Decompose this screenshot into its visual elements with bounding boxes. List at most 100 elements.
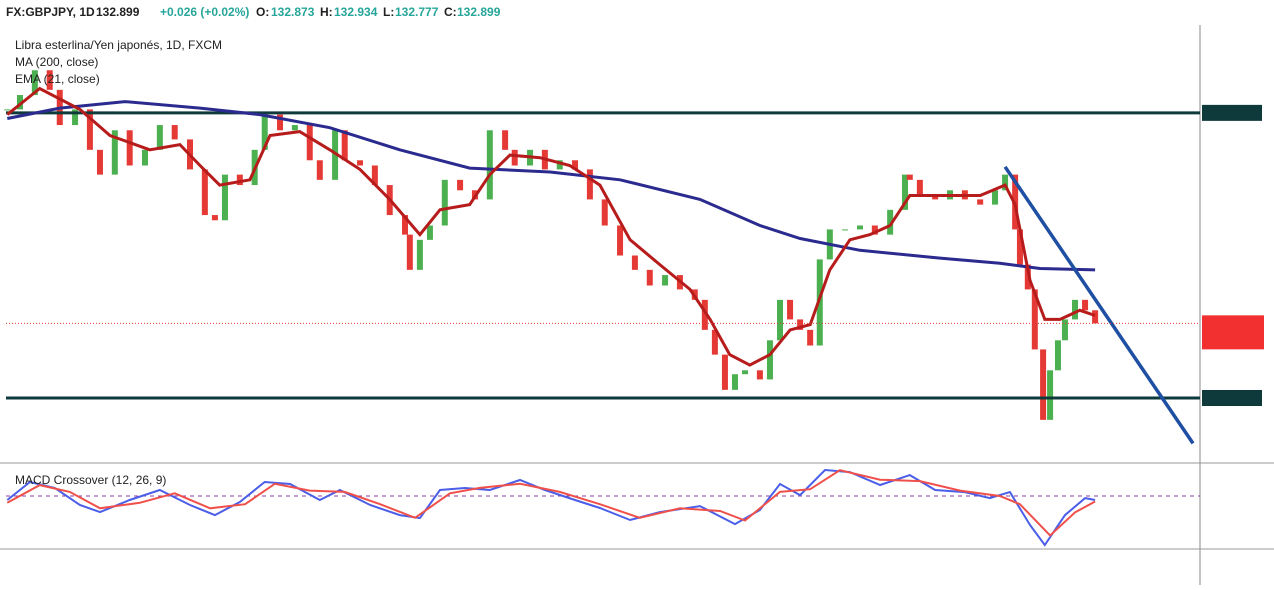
candle — [816, 259, 823, 346]
candle — [171, 125, 178, 140]
candle — [586, 169, 593, 200]
candle — [856, 225, 863, 230]
candle — [777, 299, 784, 341]
candle — [211, 215, 218, 221]
candle — [887, 209, 894, 235]
candle — [426, 225, 433, 240]
ohlc-value: 132.777 — [395, 5, 439, 19]
candle — [1040, 349, 1047, 420]
candle — [402, 215, 409, 235]
candle — [277, 114, 284, 131]
chart-title: Libra esterlina/Yen japonés, 1D, FXCM — [15, 38, 222, 52]
candle — [756, 370, 763, 380]
candle — [662, 275, 669, 286]
candle — [96, 149, 103, 175]
candle — [221, 174, 228, 221]
candle — [406, 234, 413, 270]
candle — [646, 269, 653, 286]
candle — [906, 174, 913, 180]
marks — [4, 70, 1264, 547]
candle — [842, 229, 849, 231]
candle — [371, 165, 378, 186]
candle — [457, 179, 464, 191]
candle — [721, 354, 728, 390]
ohlc-value: 132.873 — [271, 5, 315, 19]
candle — [31, 70, 38, 96]
level-tag — [1202, 390, 1262, 407]
candle — [341, 130, 348, 161]
candle — [916, 179, 923, 196]
candle — [111, 130, 118, 175]
legend-entry: EMA (21, close) — [15, 72, 100, 86]
series-line — [6, 86, 1096, 367]
candle — [316, 160, 323, 180]
candle — [16, 95, 23, 110]
ohlc-label: O: — [256, 5, 269, 19]
candle — [46, 70, 53, 90]
candle — [156, 125, 163, 150]
chart-title: MACD Crossover (12, 26, 9) — [15, 473, 166, 487]
candle — [1072, 299, 1079, 320]
candle — [502, 130, 509, 150]
candle — [731, 374, 738, 390]
candle — [631, 255, 638, 270]
candle — [201, 169, 208, 216]
candle — [711, 329, 718, 355]
price-tag — [1202, 315, 1264, 350]
ohlc-label: H: — [320, 5, 333, 19]
candle — [742, 370, 749, 375]
candle — [1002, 174, 1009, 191]
ohlc-label: C: — [444, 5, 457, 19]
candle — [871, 225, 878, 235]
legend-entry: MA (200, close) — [15, 55, 98, 69]
candle — [1031, 289, 1038, 350]
candle — [932, 195, 939, 200]
candle — [126, 130, 133, 166]
candle — [977, 199, 984, 205]
candle — [4, 109, 11, 111]
candle — [807, 329, 814, 346]
candle — [701, 299, 708, 330]
candle — [511, 149, 518, 166]
series-line — [6, 468, 1096, 547]
candle — [416, 239, 423, 270]
labels: FX:GBPJPY, 1D 132.899 +0.026 (+0.02%) O:… — [6, 5, 501, 487]
ohlc-value: 132.899 — [457, 5, 501, 19]
candle — [291, 125, 298, 131]
candle — [1061, 319, 1068, 341]
candle — [797, 319, 804, 330]
candle — [1047, 370, 1054, 420]
candle — [306, 125, 313, 161]
trend-line — [1003, 165, 1195, 445]
candle — [141, 149, 148, 166]
candle — [617, 225, 624, 256]
candle — [236, 174, 243, 186]
symbol: FX:GBPJPY, 1D — [6, 5, 95, 19]
candle — [1016, 229, 1023, 265]
change: +0.026 (+0.02%) — [160, 5, 249, 19]
candle — [441, 179, 448, 226]
ohlc-value: 132.934 — [334, 5, 378, 19]
candle — [486, 130, 493, 200]
candle — [72, 109, 79, 126]
candle — [992, 190, 999, 205]
candle — [261, 114, 268, 150]
candle — [601, 199, 608, 226]
series-line — [6, 469, 1096, 537]
candle — [1024, 264, 1031, 290]
candle — [1092, 310, 1099, 324]
candle — [86, 109, 93, 150]
candle — [766, 340, 773, 380]
candle — [556, 160, 563, 170]
last-price: 132.899 — [96, 5, 140, 19]
candle — [1054, 340, 1061, 371]
level-tag — [1202, 104, 1262, 121]
candle — [357, 160, 364, 166]
candle — [1082, 299, 1089, 311]
candle — [332, 130, 339, 180]
candle — [787, 299, 794, 320]
candle — [901, 174, 908, 210]
candle — [572, 160, 579, 170]
